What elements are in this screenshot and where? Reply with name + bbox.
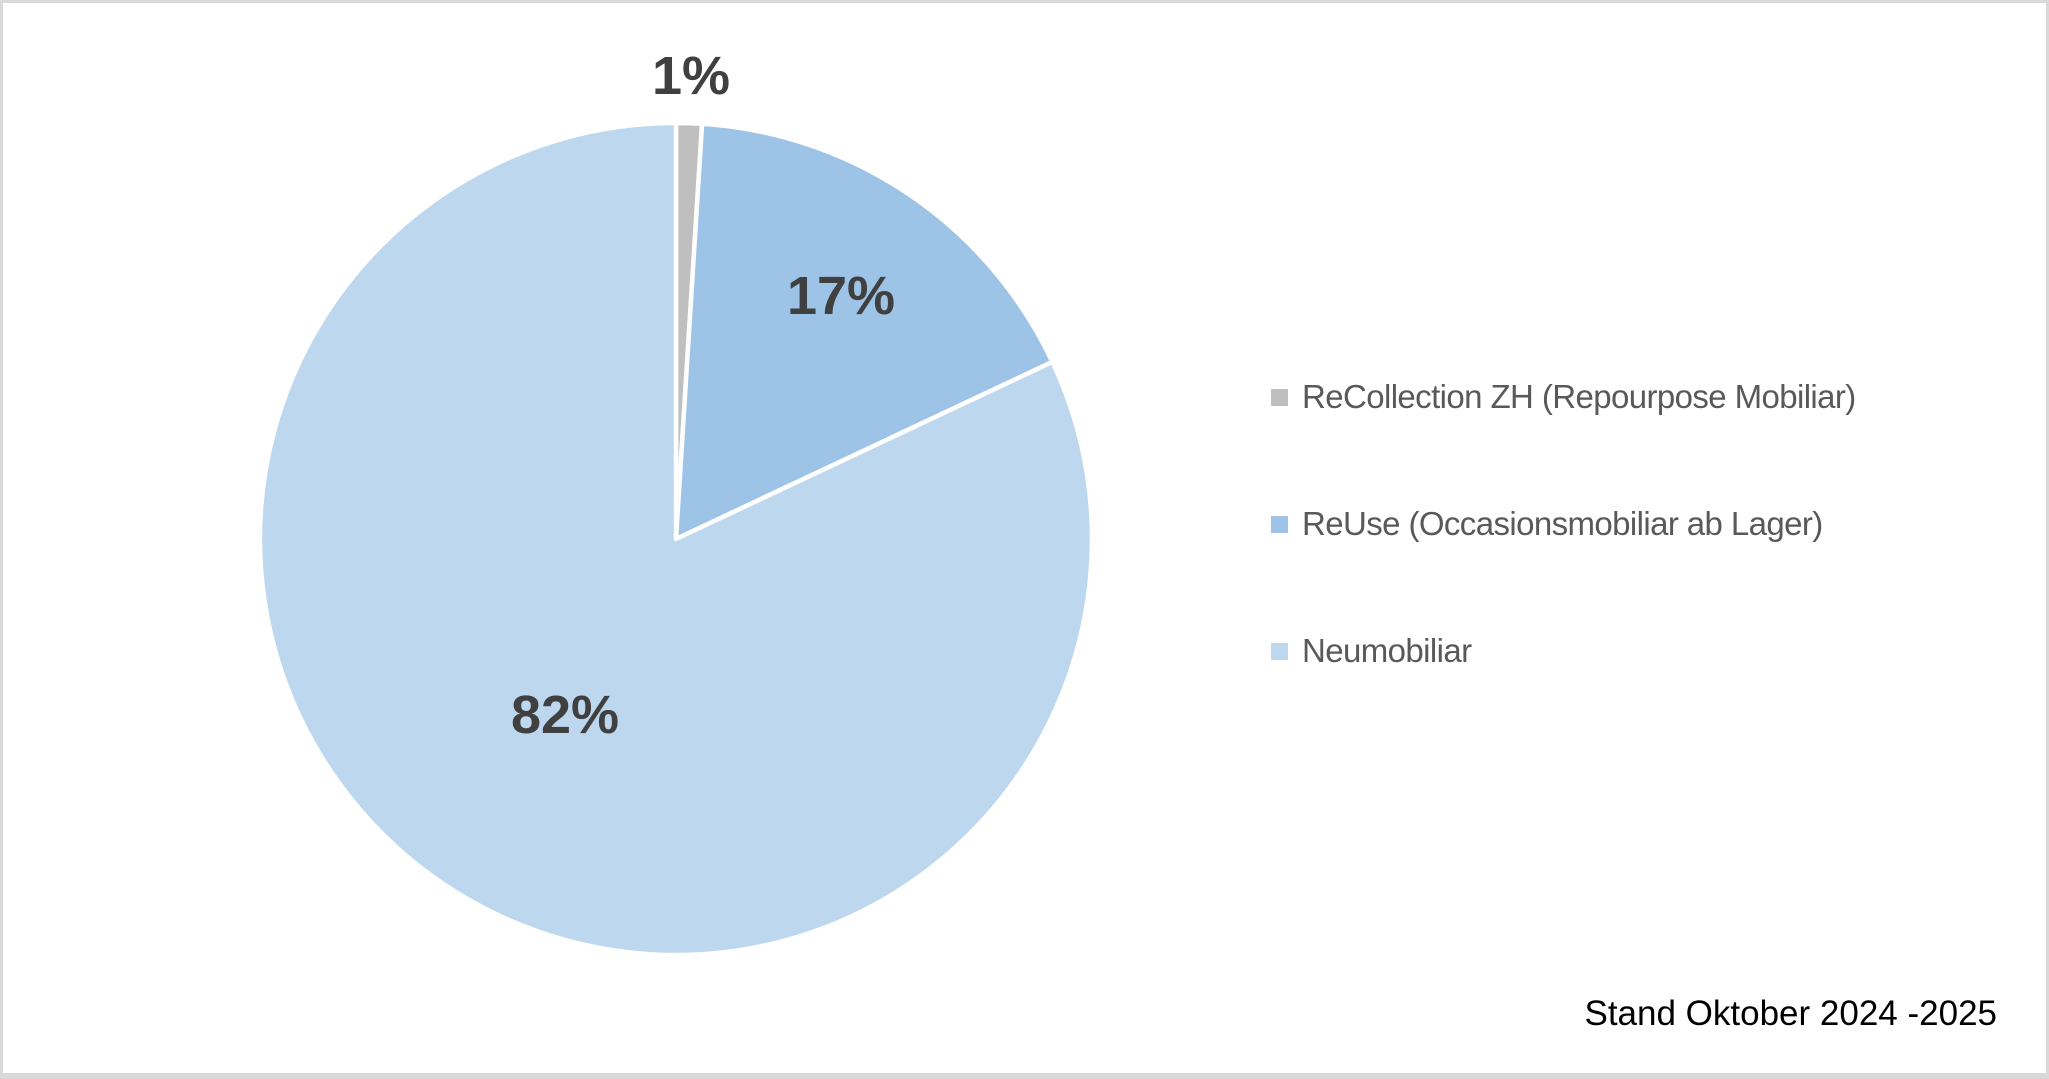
footnote: Stand Oktober 2024 -2025: [1584, 994, 1997, 1033]
pie-slice-3: [257, 120, 1095, 958]
pie-percent-label: 82%: [510, 685, 620, 745]
pie-chart: [257, 120, 1095, 958]
pie-percent-label: 1%: [651, 46, 731, 106]
pie-percent-label: 17%: [786, 266, 896, 326]
pie-slice-2: [673, 121, 1055, 542]
